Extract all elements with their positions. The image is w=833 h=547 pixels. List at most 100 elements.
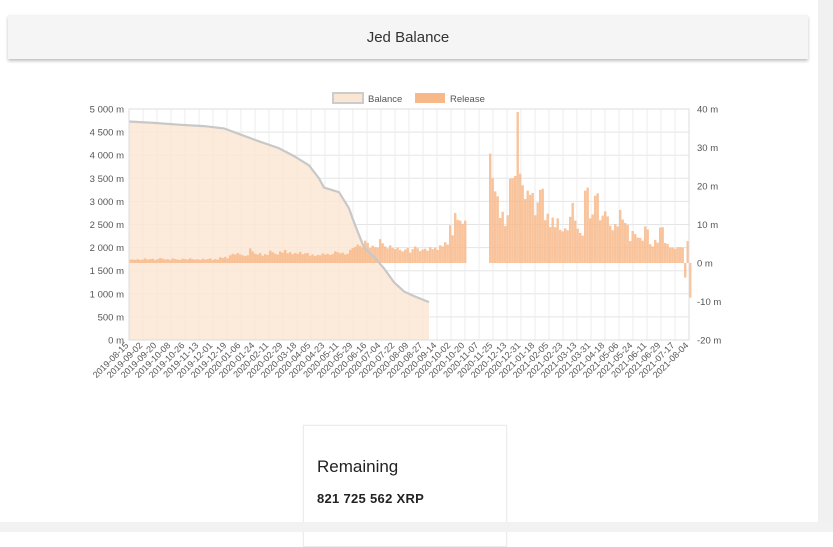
release-bar [559, 229, 562, 263]
release-bar [236, 252, 239, 263]
release-bar [329, 254, 332, 263]
release-bar [271, 252, 274, 263]
release-bar [676, 247, 679, 263]
release-bar [176, 259, 179, 263]
release-bar [634, 234, 637, 263]
release-bar [161, 258, 164, 263]
release-bar [276, 254, 279, 263]
release-bar [561, 231, 564, 263]
release-bar [229, 255, 232, 263]
release-bar [179, 259, 182, 263]
release-bar [644, 226, 647, 263]
remaining-title: Remaining [317, 457, 399, 476]
release-bar [326, 253, 329, 263]
release-bar [641, 240, 644, 263]
release-bar [164, 259, 167, 263]
release-bar [649, 244, 652, 263]
release-bar [616, 226, 619, 263]
release-bar [364, 240, 367, 263]
release-bar [576, 228, 579, 263]
release-bar [141, 259, 144, 263]
y-left-tick-label: 3 500 m [90, 174, 124, 185]
y-right-tick-label: 10 m [697, 220, 718, 231]
release-bar [414, 246, 417, 263]
release-bar [506, 215, 509, 263]
release-bar [211, 259, 214, 263]
release-bar [636, 237, 639, 263]
release-bar [564, 228, 567, 263]
legend-swatch [332, 92, 364, 104]
release-bar [594, 195, 597, 263]
release-bar [516, 112, 519, 263]
release-bar [146, 259, 149, 263]
release-bar [681, 247, 684, 263]
release-bar [454, 212, 457, 263]
release-bar [666, 244, 669, 263]
legend-swatch [415, 93, 445, 103]
release-bar [591, 214, 594, 263]
release-bar [336, 252, 339, 263]
release-bar [266, 254, 269, 263]
release-bar [426, 250, 429, 263]
release-bar [311, 254, 314, 263]
release-bar [521, 185, 524, 263]
release-bar [501, 211, 504, 263]
release-bar [536, 202, 539, 263]
release-bar [579, 232, 582, 263]
release-bar [134, 259, 137, 263]
y-right-tick-label: -10 m [697, 297, 721, 308]
release-bar [274, 253, 277, 263]
release-bar [396, 247, 399, 263]
page-title: Jed Balance [366, 28, 450, 46]
release-bar [596, 193, 599, 263]
release-bar [354, 246, 357, 263]
release-bar [249, 248, 252, 263]
release-bar [556, 218, 559, 263]
release-bar [199, 259, 202, 263]
release-bar [201, 258, 204, 263]
release-bar [304, 253, 307, 263]
y-right-tick-label: 20 m [697, 182, 718, 193]
release-bar [404, 249, 407, 263]
release-bar [379, 239, 382, 263]
release-bar [491, 178, 494, 263]
release-bar [169, 259, 172, 263]
release-bar [226, 258, 229, 263]
release-bar [424, 248, 427, 263]
release-bar [216, 259, 219, 263]
release-bar [374, 247, 377, 263]
release-bar [499, 217, 502, 263]
release-bar [221, 257, 224, 263]
release-bar [526, 190, 529, 263]
release-bar [254, 253, 257, 263]
release-bar [309, 255, 312, 263]
release-bar [399, 249, 402, 263]
y-left-tick-label: 2 500 m [90, 220, 124, 231]
release-bar [284, 249, 287, 263]
release-bar [241, 255, 244, 263]
release-bar [419, 251, 422, 263]
vertical-scrollbar[interactable] [818, 0, 833, 532]
release-bar [206, 259, 209, 263]
remaining-value: 821 725 562 XRP [317, 491, 425, 506]
release-bar [599, 220, 602, 263]
release-bar [444, 242, 447, 263]
release-bar [571, 202, 574, 263]
y-left-tick-label: 0 m [108, 336, 124, 347]
release-bar [546, 213, 549, 263]
release-bar [461, 223, 464, 263]
bottom-bar [0, 522, 833, 532]
release-bar [291, 254, 294, 263]
release-bar [539, 189, 542, 263]
release-bar [436, 249, 439, 263]
release-bar [614, 224, 617, 263]
release-bar [356, 244, 359, 263]
release-bar [256, 254, 259, 263]
release-bar [376, 247, 379, 263]
y-right-tick-label: -20 m [697, 336, 721, 347]
release-bar [269, 250, 272, 263]
release-bar [296, 253, 299, 263]
release-bar [566, 230, 569, 263]
release-bar [549, 227, 552, 263]
release-bar [306, 252, 309, 263]
